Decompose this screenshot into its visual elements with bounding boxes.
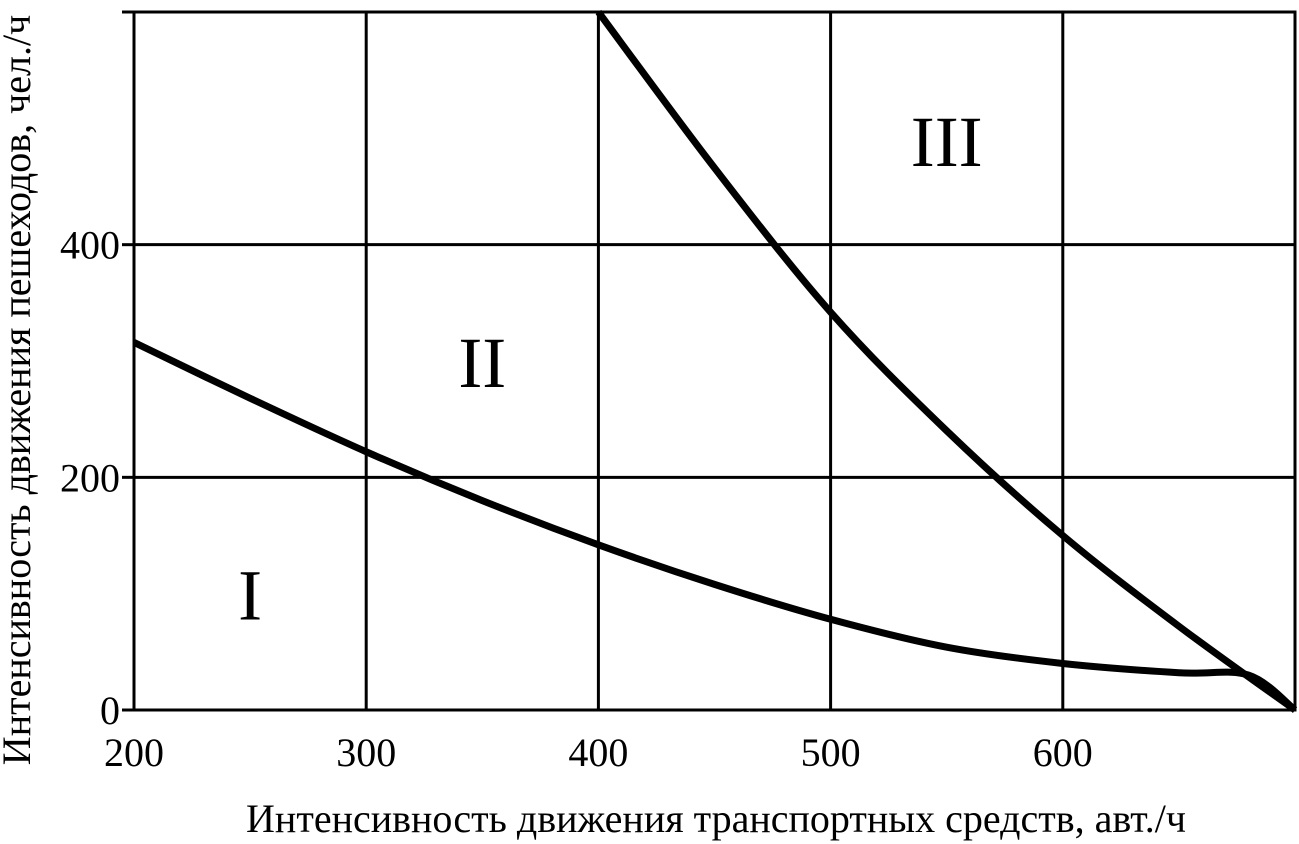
x-tick-label: 300 xyxy=(336,730,396,775)
x-axis-title: Интенсивность движения транспортных сред… xyxy=(246,796,1186,841)
series-layer xyxy=(132,9,1298,713)
region-label: II xyxy=(458,323,506,403)
y-tick-label: 200 xyxy=(60,455,120,500)
region-label: I xyxy=(238,556,262,636)
plot-frame xyxy=(132,10,1297,712)
x-tick-label: 400 xyxy=(568,730,628,775)
x-tick-label: 600 xyxy=(1033,730,1093,775)
series-line-2 xyxy=(595,9,1298,713)
grid-lines xyxy=(122,10,1295,712)
x-tick-label: 200 xyxy=(104,730,164,775)
x-tick-label: 500 xyxy=(801,730,861,775)
x-tick-labels: 200 300 400 500 600 xyxy=(104,730,1093,775)
series-line-1 xyxy=(132,339,1298,713)
region-label: III xyxy=(911,102,983,182)
y-tick-label: 400 xyxy=(60,223,120,268)
y-tick-labels: 0 200 400 xyxy=(60,223,120,733)
y-axis-title: Интенсивность движения пешеходов, чел./ч xyxy=(0,15,39,765)
y-tick-label: 0 xyxy=(100,688,120,733)
